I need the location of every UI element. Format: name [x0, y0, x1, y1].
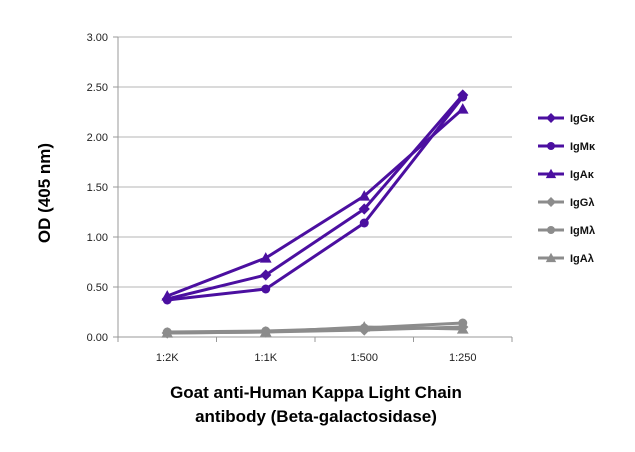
legend-label: IgAκ: [570, 169, 595, 181]
grid-lines: [118, 36, 512, 288]
legend-marker: [547, 142, 555, 150]
y-tick-label: 1.00: [87, 232, 108, 244]
axes: [113, 36, 513, 342]
x-tick-labels: 1:2K 1:1K 1:500 1:250: [156, 352, 477, 364]
x-tick-label: 1:2K: [156, 352, 179, 364]
legend-marker: [546, 197, 556, 207]
legend-label: IgGκ: [570, 113, 595, 125]
data-point: [161, 327, 174, 338]
data-point: [359, 218, 369, 228]
data-point: [259, 252, 272, 263]
data-point: [261, 284, 271, 294]
y-axis-label: OD (405 nm): [35, 143, 54, 243]
x-axis-label-line-1: Goat anti-Human Kappa Light Chain: [170, 383, 462, 402]
x-tick-label: 1:1K: [254, 352, 277, 364]
series-lines: [161, 89, 469, 339]
x-axis-label-line-2: antibody (Beta-galactosidase): [195, 407, 437, 426]
data-point: [358, 321, 371, 332]
y-tick-label: 3.00: [87, 32, 108, 44]
series-line: [167, 325, 463, 335]
series-line: [166, 94, 464, 301]
legend-label: IgMκ: [570, 141, 596, 153]
series-2: [161, 103, 469, 301]
legend-marker: [545, 168, 557, 179]
legend-item: IgMλ: [538, 225, 595, 237]
y-tick-label: 2.50: [87, 82, 108, 94]
data-point: [259, 326, 272, 337]
y-tick-label: 1.50: [87, 182, 108, 194]
y-tick-labels: 0.00 0.50 1.00 1.50 2.00 2.50 3.00: [87, 32, 108, 344]
data-point: [358, 203, 370, 215]
y-tick-label: 2.00: [87, 132, 108, 144]
legend-label: IgAλ: [570, 253, 594, 265]
x-tick-label: 1:500: [350, 352, 378, 364]
series-line: [166, 107, 464, 298]
legend: IgGκ IgMκ IgAκ IgGλ IgMλ IgAλ: [538, 113, 596, 265]
data-point: [260, 269, 272, 281]
data-point: [456, 323, 469, 334]
legend-item: IgAκ: [538, 168, 595, 181]
series-1: [162, 92, 468, 305]
data-point: [458, 318, 468, 328]
legend-marker: [546, 113, 556, 123]
legend-item: IgAλ: [538, 252, 594, 265]
legend-item: IgGκ: [538, 113, 595, 125]
y-tick-label: 0.50: [87, 282, 108, 294]
data-point: [161, 290, 174, 301]
legend-item: IgMκ: [538, 141, 596, 153]
legend-label: IgGλ: [570, 197, 594, 209]
series-5: [161, 321, 469, 338]
legend-marker: [547, 226, 555, 234]
legend-marker: [545, 252, 557, 263]
y-tick-label: 0.00: [87, 332, 108, 344]
series-0: [161, 89, 469, 305]
x-tick-label: 1:250: [449, 352, 477, 364]
series-line: [167, 96, 464, 302]
legend-label: IgMλ: [570, 225, 595, 237]
data-point: [456, 103, 469, 114]
legend-item: IgGλ: [538, 197, 594, 209]
data-point: [458, 92, 468, 102]
data-point: [358, 190, 371, 201]
